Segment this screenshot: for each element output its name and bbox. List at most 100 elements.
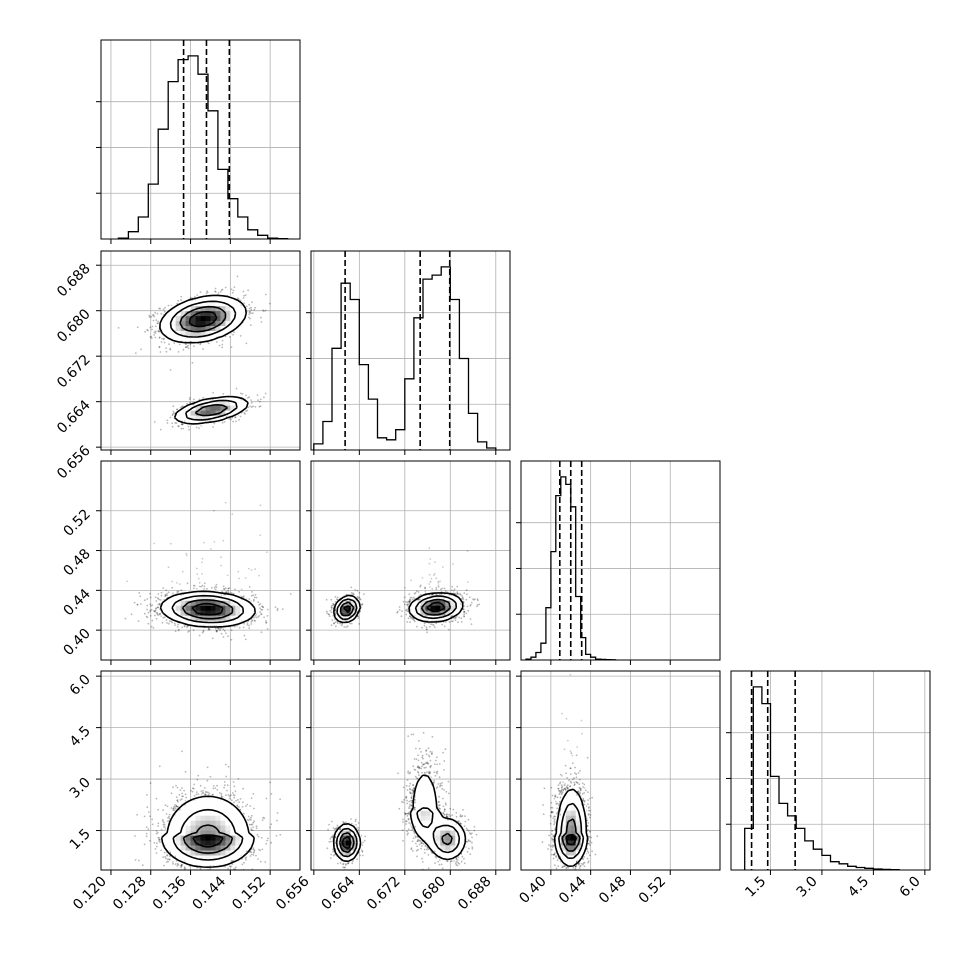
scatter-point [158,307,161,310]
density-cell [210,605,216,611]
scatter-point [148,316,151,319]
scatter-point [187,425,190,428]
scatter-point [265,621,267,624]
density-cell [225,615,231,621]
scatter-point [176,626,179,628]
scatter-point [213,587,216,589]
density-cell [190,335,196,341]
scatter-point [248,586,251,588]
scatter-point [117,327,120,329]
density-cell [210,315,216,322]
scatter-point [163,310,166,313]
scatter-point [221,343,224,346]
histogram-step [525,476,617,661]
scatter-point [230,346,233,348]
scatter-point [223,587,225,590]
scatter-point [149,336,152,339]
scatter-point [172,412,175,415]
scatter-point [163,341,166,344]
scatter-point [187,344,189,347]
scatter-point [264,309,267,312]
scatter-point [262,309,264,312]
scatter-point [214,588,217,591]
scatter-point [185,346,188,349]
scatter-point [171,621,174,624]
scatter-point [189,343,192,346]
density-cell [190,620,196,626]
density-cell [185,300,191,307]
density-cell [205,415,211,421]
scatter-point [171,586,174,589]
scatter-point [186,346,189,348]
scatter-point [178,628,180,631]
scatter-point [148,314,151,317]
density-cell [200,315,206,322]
scatter-point [146,616,149,619]
density-cell [210,410,216,416]
density-cell [190,325,196,332]
scatter-point [200,585,203,588]
density-cell [200,600,206,606]
scatter-point [165,589,168,592]
pair-content [124,501,292,641]
scatter-point [193,585,196,587]
scatter-point [157,603,160,606]
scatter-point [225,591,228,594]
density-cell [180,335,186,341]
scatter-point [255,596,258,599]
scatter-point [242,290,245,293]
scatter-point [171,580,174,583]
density-cell [220,415,226,421]
scatter-point [207,629,210,631]
scatter-point [137,620,140,622]
scatter-point [149,610,152,613]
scatter-point [166,592,168,595]
scatter-point [186,402,189,405]
scatter-point [124,617,127,620]
scatter-point [171,422,174,425]
scatter-point [192,584,195,587]
density-cell [190,300,196,307]
scatter-point [243,634,246,637]
scatter-point [254,620,256,622]
density-cell [190,590,196,596]
scatter-point [248,316,250,319]
scatter-point [180,427,183,430]
scatter-point [260,316,262,319]
scatter-point [258,615,261,617]
scatter-point [177,425,180,428]
density-cell [175,325,182,332]
density-cell [190,420,196,426]
density-cell [225,400,231,406]
scatter-point [158,337,161,339]
scatter-point [260,608,263,611]
scatter-point [155,600,158,602]
scatter-point [162,337,165,340]
density-cell [210,610,216,616]
density-cell [235,605,241,611]
density-cell [170,595,177,601]
scatter-point [169,542,172,545]
scatter-point [222,585,225,588]
scatter-point [176,592,179,594]
scatter-point [243,622,246,625]
scatter-point [180,423,183,425]
scatter-point [258,405,261,408]
density-cell [195,605,201,611]
contour-level-2 [179,305,228,417]
density-cell [180,320,186,327]
scatter-point [289,593,292,595]
density-cell [225,620,231,626]
scatter-point [156,613,159,616]
scatter-point [182,427,185,430]
scatter-point [153,610,156,613]
scatter-point [153,334,156,336]
density-cell [225,600,231,606]
scatter-point [221,346,224,349]
density-cell [210,300,216,307]
scatter-point [126,580,128,583]
density-cell [180,600,186,606]
scatter-point [261,608,264,611]
density-cell [170,335,177,341]
